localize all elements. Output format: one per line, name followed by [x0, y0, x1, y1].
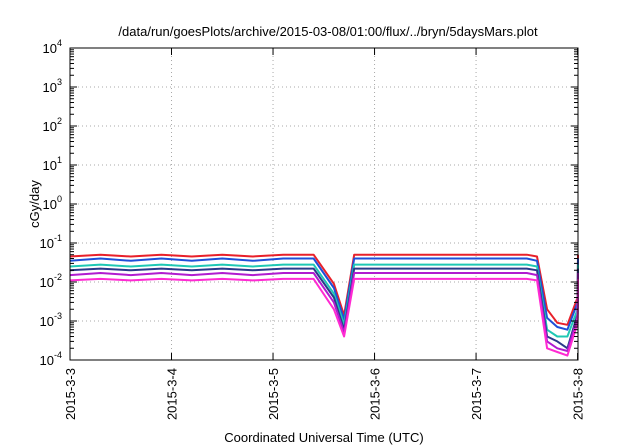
y-tick-label: 104	[43, 38, 62, 56]
y-tick-base: 10	[43, 80, 57, 95]
y-axis-label: cGy/day	[27, 180, 42, 228]
y-tick-base: 10	[40, 353, 54, 368]
x-tick-label: 2015-3-6	[368, 368, 383, 420]
y-tick-label: 10-1	[40, 233, 62, 251]
x-tick-label: 2015-3-8	[571, 368, 586, 420]
y-tick-label: 101	[43, 155, 62, 173]
series-line-1	[69, 253, 579, 326]
data-series	[69, 253, 579, 357]
y-tick-base: 10	[40, 275, 54, 290]
y-tick-exponent: -4	[54, 350, 62, 360]
y-tick-label: 102	[43, 116, 62, 134]
series-line-5	[69, 272, 579, 352]
y-tick-exponent: -1	[54, 233, 62, 243]
x-tick-label: 2015-3-4	[165, 368, 180, 420]
y-tick-exponent: -2	[54, 272, 62, 282]
x-axis-label: Coordinated Universal Time (UTC)	[224, 430, 423, 445]
y-tick-exponent: 3	[57, 77, 62, 87]
chart-title: /data/run/goesPlots/archive/2015-03-08/0…	[118, 24, 538, 39]
axis-ticks	[69, 47, 579, 361]
y-tick-base: 10	[43, 41, 57, 56]
y-tick-label: 100	[43, 194, 62, 212]
y-tick-label: 10-2	[40, 272, 62, 290]
y-tick-exponent: 4	[57, 38, 62, 48]
y-tick-label: 103	[43, 77, 62, 95]
y-tick-exponent: -3	[54, 311, 62, 321]
y-tick-label: 10-4	[40, 350, 62, 368]
y-tick-label: 10-3	[40, 311, 62, 329]
x-tick-label: 2015-3-3	[63, 368, 78, 420]
x-tick-label: 2015-3-7	[469, 368, 484, 420]
series-line-3	[69, 263, 579, 338]
y-tick-exponent: 1	[57, 155, 62, 165]
y-tick-exponent: 2	[57, 116, 62, 126]
x-tick-label: 2015-3-5	[266, 368, 281, 420]
x-tick-labels: 2015-3-3 2015-3-4 2015-3-5 2015-3-6 2015-3-7…	[63, 368, 586, 420]
y-tick-base: 10	[40, 314, 54, 329]
y-tick-base: 10	[43, 119, 57, 134]
gridlines	[70, 48, 578, 360]
y-tick-base: 10	[43, 158, 57, 173]
y-tick-exponent: 0	[57, 194, 62, 204]
y-tick-base: 10	[40, 236, 54, 251]
y-tick-base: 10	[43, 197, 57, 212]
series-line-4	[69, 267, 579, 350]
series-line-2	[69, 257, 579, 331]
series-line-6	[69, 277, 579, 357]
